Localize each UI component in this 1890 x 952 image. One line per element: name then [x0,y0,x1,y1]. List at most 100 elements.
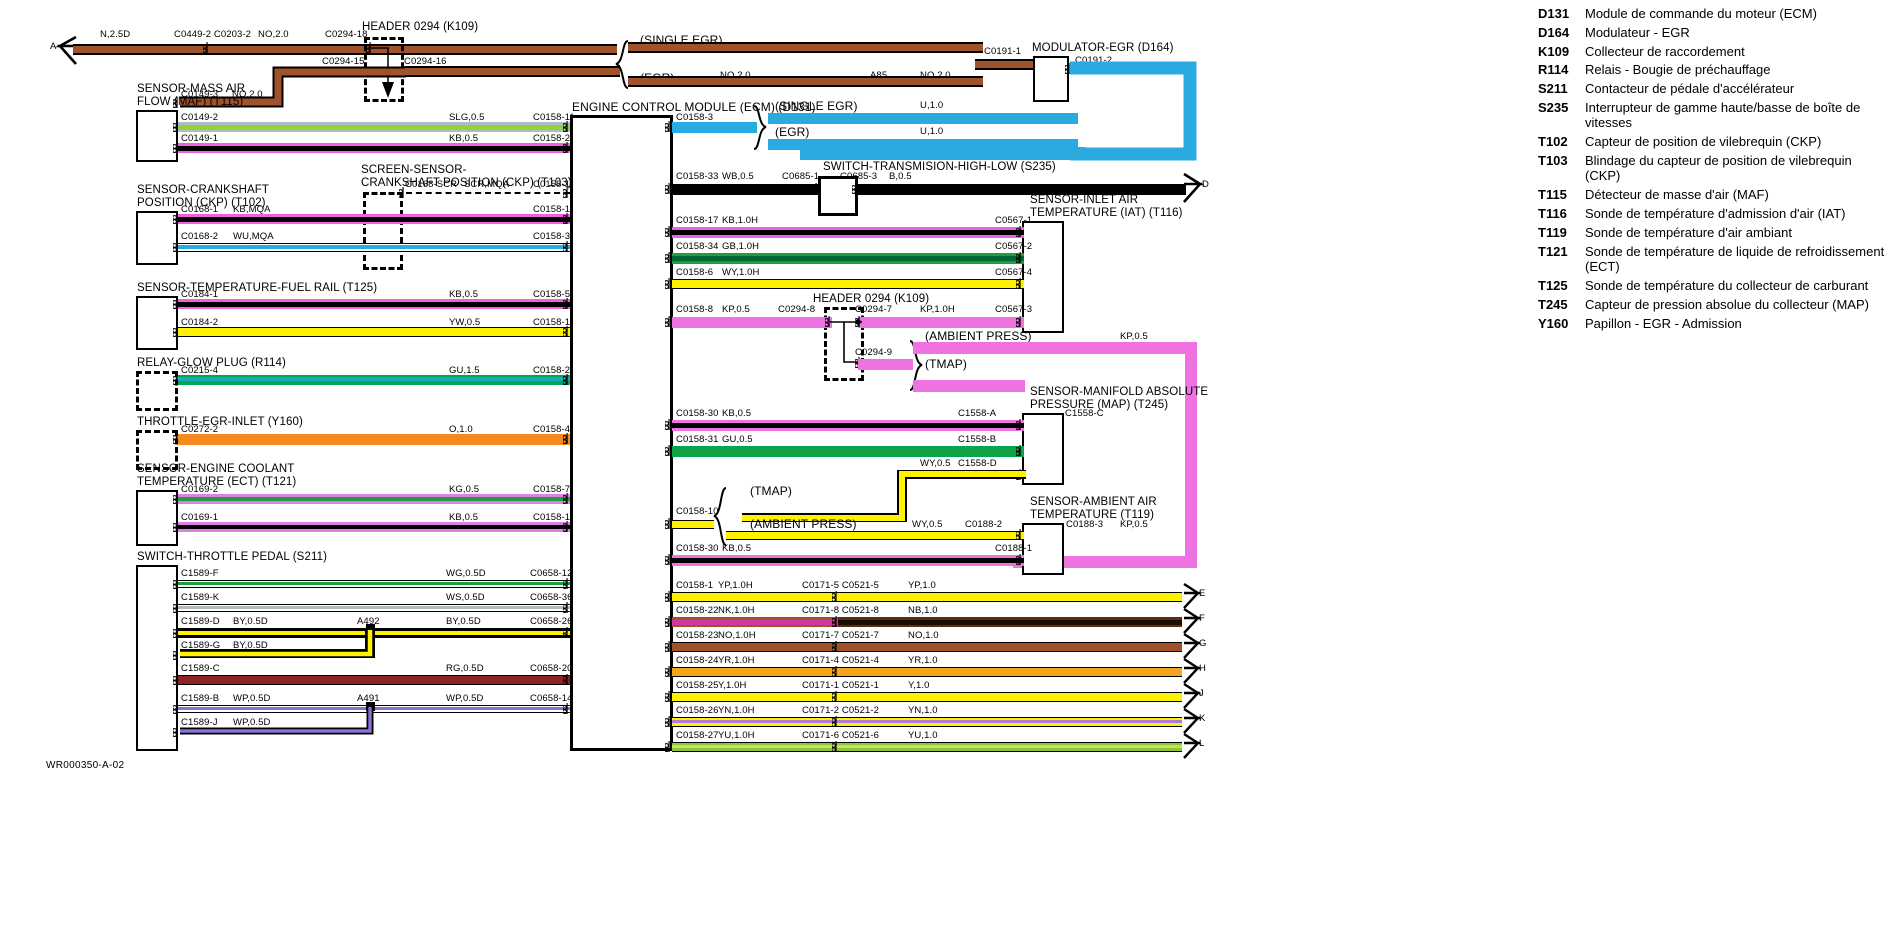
pin-c0158-19 [563,326,568,337]
pin-c0158-30a [665,419,670,430]
label-kp10h: KP,1.0H [920,304,955,315]
label-c0158-5: C0158-5 [533,289,571,300]
pin-c0149-3 [173,97,178,108]
legend-text: Collecteur de raccordement [1585,43,1745,59]
label-kb05-map: KB,0.5 [722,408,752,419]
map-label-line1: SENSOR-MANIFOLD ABSOLUTE [1030,386,1209,398]
pin-c0184-2 [173,326,178,337]
ambient-box-edge [1022,523,1024,575]
label-offpage-f: F [1199,613,1205,624]
label-no10h: NO,1.0H [718,630,756,641]
label-c0158-4: C0158-4 [533,424,571,435]
ckp-box-edge [176,211,178,265]
label-kg05: KG,0.5 [449,484,480,495]
label-single-egr-cyan: (SINGLE EGR) [775,99,858,113]
ect-label-line1: SENSOR-ENGINE COOLANT [137,463,295,475]
wire-kp10h-right [858,317,1024,328]
pin-c0158-18 [563,521,568,532]
label-offpage-a: A [50,41,57,52]
offpage-connector-h [1183,657,1203,684]
label-c0171-7: C0171-7 C0521-7 [802,630,880,641]
ect-connector-box [136,490,178,546]
pin-c0567-1 [1016,226,1021,237]
label-header-0294-top: HEADER 0294 (K109) [362,21,479,33]
ecm-box [570,115,673,751]
pin-c1558-a [1016,419,1021,430]
label-tmap-top: (TMAP) [925,357,967,371]
offpage-connector-d [1183,172,1205,203]
label-c0158-22: C0158-22 [676,605,719,616]
label-kb10h: KB,1.0H [722,215,759,226]
pin-c0171-4 [832,666,837,677]
label-kb-mqa: KB,MQA [233,204,271,215]
label-c0294-15: C0294-15 [322,56,365,67]
pin-c0188-1 [1016,554,1021,565]
label-c0158-31: C0158-31 [676,434,719,445]
label-c0215-4: C0215-4 [181,365,219,376]
wire-egr-cyan [768,139,1078,150]
pin-c0658-36 [563,602,568,613]
ckp-label-line1: SENSOR-CRANKSHAFT [137,184,270,196]
label-c0272-2: C0272-2 [181,424,219,435]
label-c0158-7: C0158-7 [533,484,571,495]
label-yr10: YR,1.0 [908,655,938,666]
label-ws05d: WS,0.5D [446,592,485,603]
pin-c0658-14 [563,703,568,714]
label-kb05-ect: KB,0.5 [449,512,479,523]
label-c0158-16: C0158-16 [533,179,576,190]
label-c0158-33: C0158-33 [676,171,719,182]
label-c0171-6: C0171-6 C0521-6 [802,730,880,741]
wire-kb05-map [672,420,1024,431]
label-c0567-4: C0567-4 [995,267,1033,278]
label-no20-maf: NO,2.0 [232,89,263,100]
wire-slg05 [178,122,570,132]
offpage-connector-k [1183,707,1203,734]
label-u10-b: U,1.0 [920,126,944,137]
pin-c0184-1 [173,298,178,309]
wire-kb05-fuelrail [178,299,570,309]
wire-gu05 [672,446,1024,457]
wire-tmap-yellow [742,470,1026,522]
label-a491: A491 [357,693,380,704]
iat-label-line2: TEMPERATURE (IAT) (T116) [1030,207,1183,219]
splice-a491-dot [366,702,375,711]
offpage-connector-j [1183,682,1203,709]
label-c0169-1: C0169-1 [181,512,219,523]
pin-c0158-27 [665,741,670,752]
pin-c1589-j [173,726,178,737]
legend-code: T125 [1538,277,1568,293]
label-c0188-3: C0188-3 [1066,519,1104,530]
ecm-label: ENGINE CONTROL MODULE (ECM) (D131) [572,100,816,114]
ambient-label-line1: SENSOR-AMBIENT AIR [1030,496,1157,508]
label-offpage-h: H [1199,663,1206,674]
offpage-connector-e [1183,582,1203,609]
ckp-screen-label-line1: SCREEN-SENSOR- [361,164,467,176]
pin-c0169-1 [173,521,178,532]
pin-c0158-3 [665,121,670,132]
ambient-label-line2: TEMPERATURE (T119) [1030,509,1155,521]
pin-c0158-30b [665,554,670,565]
label-c0567-3: C0567-3 [995,304,1033,315]
legend-row: T103 Blindage du capteur de position de v… [1538,153,1886,184]
pin-c0158-8 [665,316,670,327]
label-c0158-27: C0158-27 [676,730,719,741]
pin-c1558-b [1016,445,1021,456]
legend-code: S211 [1538,81,1568,97]
pin-c0158-4 [563,433,568,444]
document-id: WR000350-A-02 [46,760,125,771]
legend-code: T245 [1538,296,1568,312]
label-c0158-23: C0158-23 [676,630,719,641]
legend-row: S235 Interrupteur de gamme haute/basse de… [1538,100,1886,131]
label-c0171-4: C0171-4 C0521-4 [802,655,880,666]
legend-text: Contacteur de pédale d'accélérateur [1585,81,1795,97]
label-slg05: SLG,0.5 [449,112,485,123]
glow-relay-box [136,371,178,411]
label-y10h: Y,1.0H [718,680,747,691]
wire-c0294-9 [858,359,913,370]
pin-c0188-2 [1016,529,1021,540]
label-c0158-10: C0158-10 [676,506,719,517]
label-wu-mqa: WU,MQA [233,231,274,242]
ambient-connector-box [1022,523,1064,575]
label-c0158-18: C0158-18 [533,512,576,523]
legend-row: T245 Capteur de pression absolue du colle… [1538,297,1886,312]
